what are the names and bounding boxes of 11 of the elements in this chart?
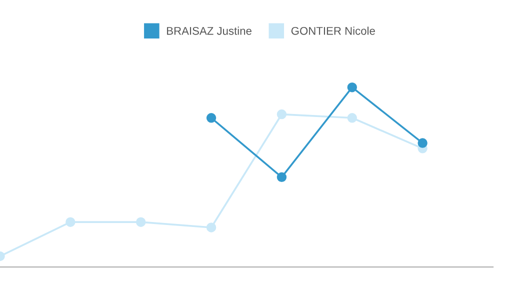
point [136,217,146,227]
legend-label: BRAISAZ Justine [167,26,252,35]
point [276,109,287,120]
legend-label: GONTIER Nicole [291,26,375,35]
point [66,217,76,227]
point [418,138,428,148]
point [347,113,358,123]
point [347,82,358,92]
point [206,222,216,232]
point [206,113,216,123]
point [276,172,287,182]
